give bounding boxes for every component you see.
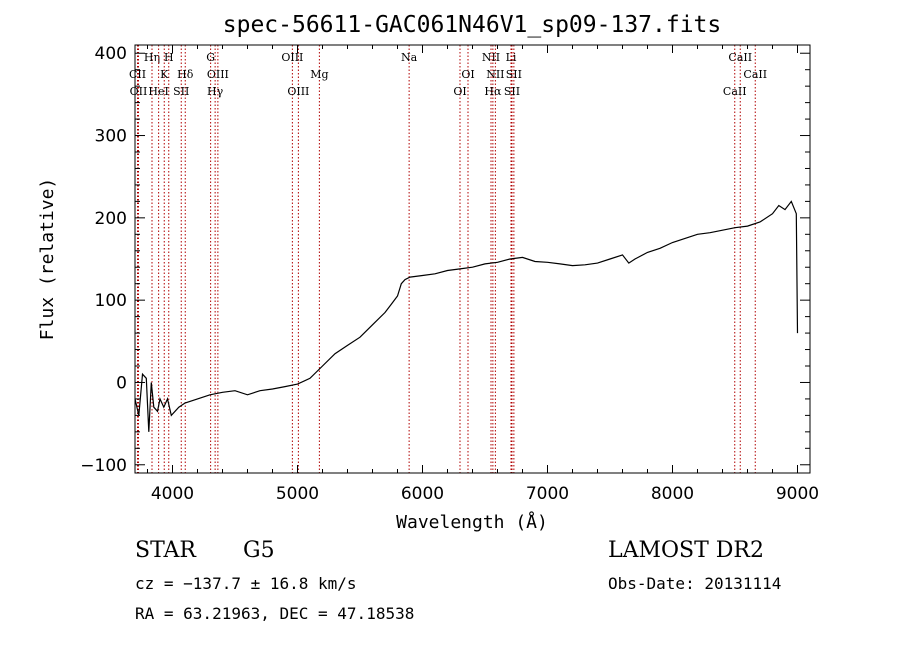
- line-marker-label: OIII: [207, 68, 229, 81]
- line-marker-label: HeI: [148, 85, 168, 98]
- line-marker-label: CaII: [723, 85, 747, 98]
- observation-date: Obs-Date: 20131114: [608, 574, 782, 593]
- line-marker-label: H: [164, 51, 174, 64]
- x-tick-label: 6000: [401, 484, 444, 504]
- chart-title: spec-56611-GAC061N46V1_sp09-137.fits: [223, 12, 722, 38]
- line-marker-label: CII: [129, 68, 146, 81]
- object-class: STAR: [135, 538, 196, 563]
- line-marker-label: OII: [130, 85, 148, 98]
- coordinates: RA = 63.21963, DEC = 47.18538: [135, 604, 415, 623]
- line-marker-label: SII: [504, 85, 520, 98]
- line-marker-label: Na: [401, 51, 418, 64]
- line-marker-label: OI: [453, 85, 466, 98]
- line-marker-label: Hη: [144, 51, 160, 64]
- y-tick-label: 100: [95, 291, 127, 311]
- x-axis-label: Wavelength (Å): [396, 511, 548, 533]
- line-marker-label: CaII: [728, 51, 752, 64]
- y-axis-label: Flux (relative): [37, 178, 58, 341]
- plot-frame: [134, 44, 811, 474]
- x-tick-label: 5000: [276, 484, 319, 504]
- subclass: G5: [243, 538, 275, 563]
- x-tick-label: 8000: [651, 484, 694, 504]
- line-marker-label: CaII: [743, 68, 767, 81]
- line-marker-label: Mg: [310, 68, 328, 81]
- line-marker-label: NII: [482, 51, 500, 64]
- line-marker-label: Hδ: [177, 68, 194, 81]
- survey-name: LAMOST DR2: [608, 538, 764, 563]
- line-marker-label: K: [160, 68, 169, 81]
- redshift-velocity: cz = −137.7 ± 16.8 km/s: [135, 574, 357, 593]
- line-marker-label: SII: [173, 85, 189, 98]
- y-tick-label: 0: [116, 373, 127, 393]
- line-marker-label: Li: [506, 51, 517, 64]
- y-tick-label: −100: [80, 456, 127, 476]
- line-marker-label: G: [206, 51, 215, 64]
- line-marker-label: NII: [486, 68, 504, 81]
- x-axis: 4000 5000 6000 7000 8000 9000: [147, 45, 819, 504]
- y-tick-label: 200: [95, 209, 127, 229]
- spectrum-line: [134, 200, 799, 432]
- line-marker-label: Hγ: [207, 85, 224, 98]
- y-tick-label: 300: [95, 127, 127, 147]
- x-tick-label: 9000: [776, 484, 819, 504]
- y-axis: −100 0 100 200 300 400: [80, 44, 810, 476]
- line-marker-label: OI: [461, 68, 474, 81]
- line-marker-label: Hα: [484, 85, 502, 98]
- line-marker-label: OIII: [287, 85, 309, 98]
- x-tick-label: 7000: [526, 484, 569, 504]
- y-tick-label: 400: [95, 44, 127, 64]
- x-tick-label: 4000: [151, 484, 194, 504]
- line-marker-label: SII: [506, 68, 522, 81]
- line-marker-label: OIII: [281, 51, 303, 64]
